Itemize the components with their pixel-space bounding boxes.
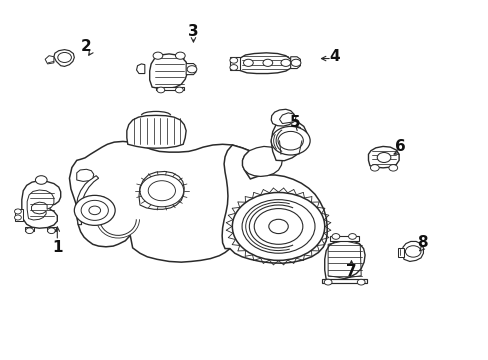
Text: 1: 1 [52, 240, 62, 255]
Circle shape [348, 234, 356, 239]
Polygon shape [45, 56, 54, 64]
Text: 5: 5 [290, 115, 300, 130]
Polygon shape [324, 240, 365, 280]
Circle shape [268, 219, 287, 234]
Circle shape [271, 126, 309, 155]
Polygon shape [76, 176, 99, 225]
Circle shape [157, 87, 164, 93]
Polygon shape [271, 109, 294, 126]
Text: 3: 3 [188, 24, 198, 39]
Circle shape [232, 193, 324, 260]
Polygon shape [229, 57, 239, 70]
Polygon shape [149, 54, 187, 89]
Polygon shape [290, 57, 300, 68]
Polygon shape [15, 208, 23, 221]
Text: 8: 8 [416, 235, 427, 250]
Circle shape [187, 66, 197, 73]
Circle shape [254, 208, 302, 244]
Polygon shape [69, 141, 249, 262]
Circle shape [35, 176, 47, 184]
Polygon shape [54, 50, 74, 66]
Circle shape [81, 201, 108, 220]
Circle shape [388, 165, 397, 171]
Text: 6: 6 [394, 139, 405, 154]
Circle shape [242, 200, 314, 253]
Polygon shape [402, 242, 423, 261]
Circle shape [140, 175, 183, 207]
Polygon shape [368, 147, 398, 168]
Circle shape [58, 53, 71, 63]
Polygon shape [242, 147, 282, 176]
Circle shape [15, 209, 21, 214]
Polygon shape [139, 171, 184, 209]
Circle shape [278, 131, 303, 150]
Circle shape [324, 279, 331, 285]
Circle shape [376, 153, 390, 162]
Circle shape [74, 195, 115, 225]
Polygon shape [156, 87, 183, 90]
Circle shape [89, 206, 101, 215]
Polygon shape [126, 115, 186, 148]
Polygon shape [46, 227, 56, 231]
Circle shape [15, 215, 21, 220]
Circle shape [357, 279, 365, 285]
Circle shape [229, 58, 237, 63]
Polygon shape [397, 248, 403, 257]
Circle shape [405, 246, 420, 257]
Polygon shape [77, 169, 94, 181]
Polygon shape [22, 181, 61, 228]
Circle shape [229, 64, 237, 70]
Circle shape [26, 228, 33, 234]
Circle shape [148, 181, 175, 201]
Circle shape [153, 52, 163, 59]
Circle shape [243, 59, 253, 66]
Circle shape [290, 59, 300, 66]
Circle shape [263, 59, 272, 66]
Circle shape [175, 52, 185, 59]
Polygon shape [271, 120, 306, 161]
Polygon shape [322, 279, 366, 283]
Polygon shape [222, 145, 326, 263]
Circle shape [175, 87, 183, 93]
Text: 4: 4 [328, 49, 339, 64]
Polygon shape [86, 196, 108, 211]
Circle shape [331, 234, 339, 239]
Circle shape [370, 165, 378, 171]
Polygon shape [186, 64, 196, 75]
Text: 7: 7 [346, 264, 356, 279]
Text: 2: 2 [81, 39, 92, 54]
Polygon shape [279, 113, 295, 123]
Polygon shape [329, 237, 359, 241]
Polygon shape [27, 190, 54, 220]
Polygon shape [238, 53, 291, 73]
Polygon shape [136, 64, 144, 73]
Circle shape [47, 228, 55, 234]
Polygon shape [25, 227, 34, 231]
Circle shape [281, 59, 290, 66]
